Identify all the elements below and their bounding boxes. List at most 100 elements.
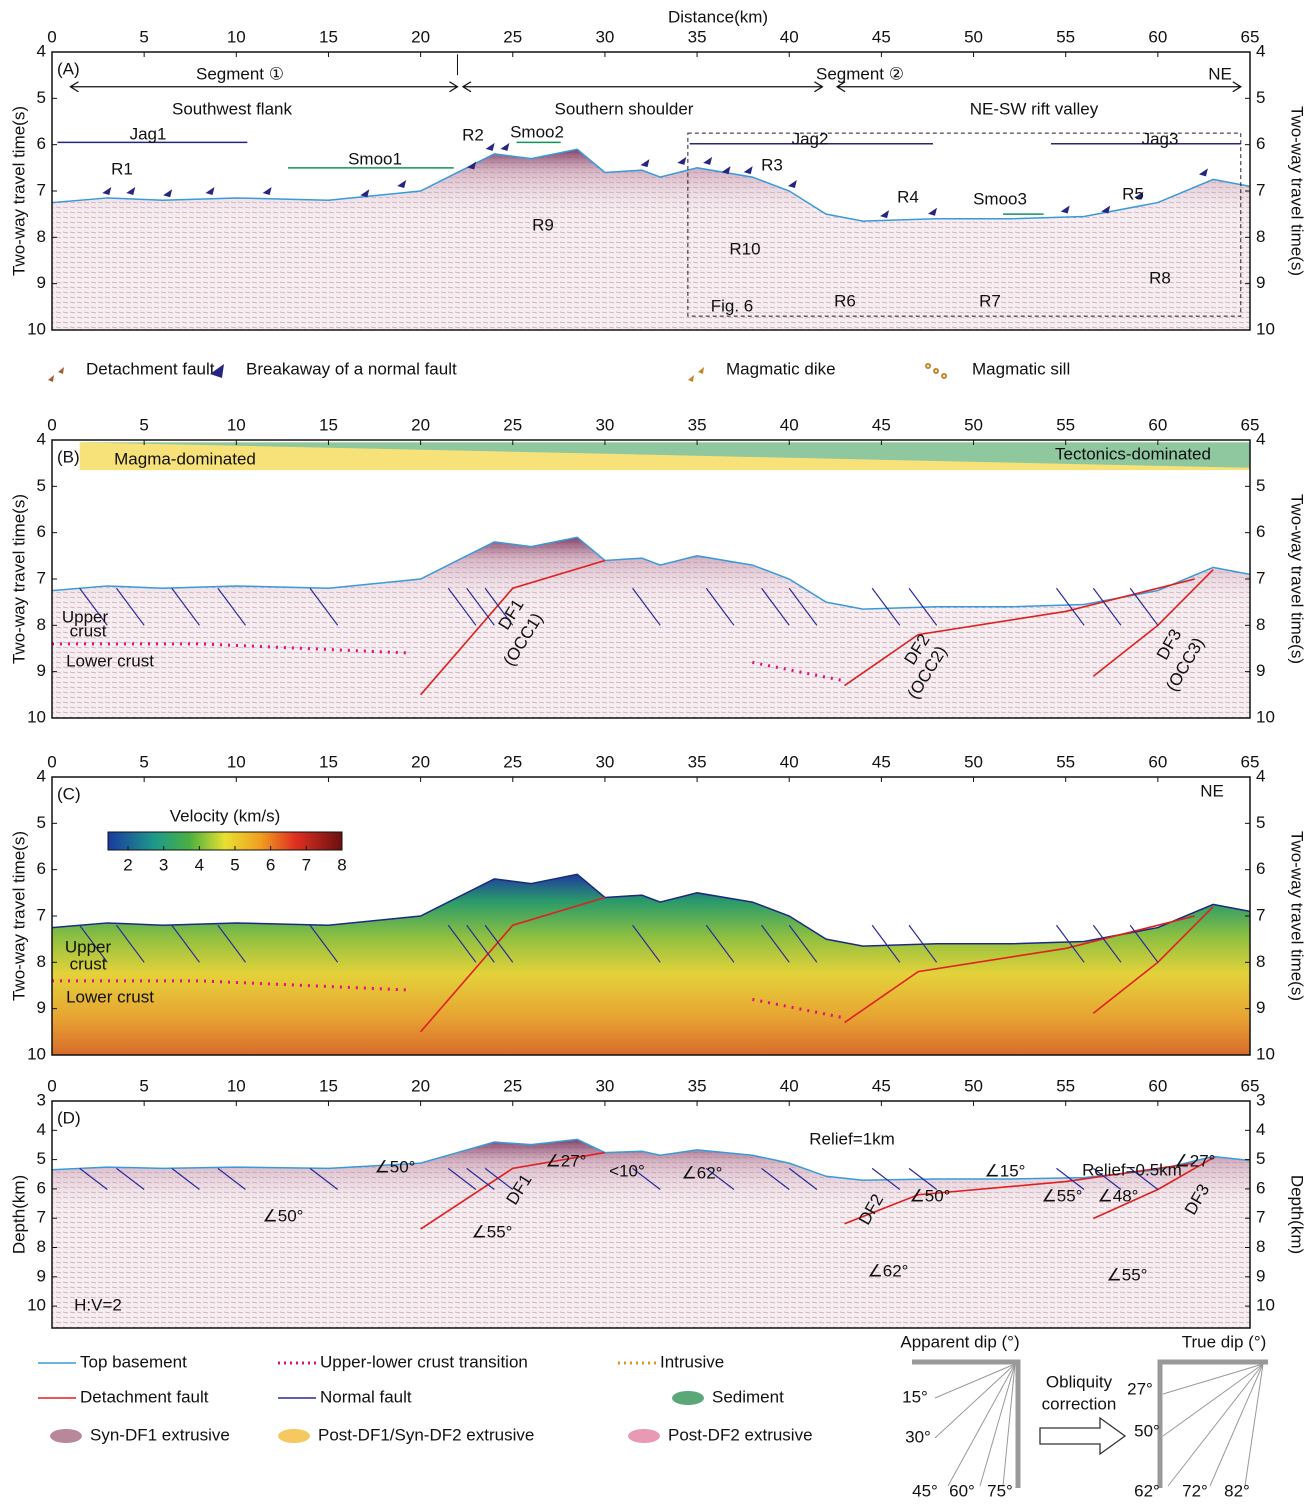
y-tick-label: 3 [37,1090,46,1109]
dip-ray [1163,1364,1263,1436]
y-axis-title: Two-way travel time(s) [9,831,28,1001]
annotation: Magma-dominated [114,449,256,468]
y2-tick-label: 7 [1256,568,1265,587]
annotation: Relief=1km [809,1129,895,1148]
annotation: ∠50° [375,1157,416,1176]
x-tick-label: 55 [1056,1076,1075,1095]
y2-tick-label: 10 [1256,319,1275,338]
x-tick-label: 40 [780,27,799,46]
annotation: Jag1 [130,124,167,143]
x-tick-label: 20 [411,27,430,46]
x-tick-label: 60 [1148,752,1167,771]
y2-tick-label: 4 [1256,1120,1265,1139]
y-axis-title: Two-way travel time(s) [9,106,28,276]
annotation: Southwest flank [172,99,293,118]
y2-tick-label: 9 [1256,1266,1265,1285]
dip-label: 82° [1224,1481,1250,1500]
x-tick-label: 40 [780,415,799,434]
dip-ray [980,1364,1015,1486]
dip-ray [1163,1364,1263,1394]
x-tick-label: 15 [319,27,338,46]
annotation: R6 [834,291,856,310]
x-tick-label: 50 [964,415,983,434]
colorbar [108,832,342,850]
y-tick-label: 8 [37,615,46,634]
y-tick-label: 9 [37,273,46,292]
y2-tick-label: 4 [1256,429,1265,448]
y2-tick-label: 10 [1256,1044,1275,1063]
x-tick-label: 0 [47,415,56,434]
y-tick-label: 8 [37,952,46,971]
annotation: ∠62° [682,1163,723,1182]
legend-symbol [628,1429,660,1443]
x-tick-label: 5 [139,27,148,46]
panel-label: (A) [57,59,80,78]
panel-label: (C) [57,784,81,803]
annotation: ∠62° [868,1261,909,1280]
x-tick-label: 15 [319,415,338,434]
annotation: Relief=0.5km [1082,1160,1182,1179]
dip-label: 50° [1134,1421,1160,1440]
dip-label: 75° [987,1481,1013,1500]
annotation: Tectonics-dominated [1055,444,1211,463]
y2-tick-label: 6 [1256,134,1265,153]
x-tick-label: 10 [227,27,246,46]
annotation: Smoo1 [348,149,402,168]
x-tick-label: 15 [319,1076,338,1095]
colorbar-tick-label: 2 [123,855,132,874]
y-tick-label: 9 [37,1266,46,1285]
x-tick-label: 60 [1148,415,1167,434]
y-tick-label: 7 [37,1208,46,1227]
legend-label: Syn-DF1 extrusive [90,1425,230,1444]
annotation: ∠27° [1175,1151,1216,1170]
annotation: NE [1200,781,1224,800]
legend-symbol [50,1429,82,1443]
x-tick-label: 30 [595,1076,614,1095]
colorbar-tick-label: 4 [195,855,204,874]
y-tick-label: 6 [37,1178,46,1197]
y-axis-title: Two-way travel time(s) [9,494,28,664]
legend-label: Post-DF2 extrusive [668,1425,813,1444]
y-tick-label: 7 [37,568,46,587]
y-axis-title: Depth(km) [9,1175,28,1254]
figure: Distance(km) (A)051015202530354045505560… [0,0,1312,1502]
legend-symbol [278,1429,310,1443]
annotation: Jag3 [1142,129,1179,148]
x-tick-label: 45 [872,27,891,46]
legend-label: Sediment [712,1387,784,1406]
x-tick-label: 25 [503,415,522,434]
dip-label: 62° [1134,1481,1160,1500]
y-tick-label: 10 [27,1044,46,1063]
y2-tick-label: 9 [1256,998,1265,1017]
y-tick-label: 10 [27,707,46,726]
y2-axis-title: Two-way travel time(s) [1288,494,1307,664]
dip-ray [1210,1364,1263,1486]
y2-tick-label: 8 [1256,1237,1265,1256]
y-tick-label: 5 [37,813,46,832]
y2-tick-label: 7 [1256,1208,1265,1227]
y2-tick-label: 6 [1256,859,1265,878]
y-tick-label: 9 [37,661,46,680]
dip-frame [912,1362,1018,1488]
x-tick-label: 10 [227,1076,246,1095]
y2-tick-label: 10 [1256,707,1275,726]
y-tick-label: 7 [37,180,46,199]
legend-label: Intrusive [660,1352,724,1371]
y2-tick-label: 5 [1256,1149,1265,1168]
y2-tick-label: 7 [1256,905,1265,924]
y2-tick-label: 8 [1256,227,1265,246]
x-tick-label: 20 [411,752,430,771]
annotation: ∠50° [910,1186,951,1205]
y2-tick-label: 6 [1256,522,1265,541]
annotation: R8 [1149,268,1171,287]
x-tick-label: 40 [780,752,799,771]
colorbar-tick-label: 6 [266,855,275,874]
x-tick-label: 45 [872,415,891,434]
x-tick-label: 10 [227,415,246,434]
y-tick-label: 4 [37,766,46,785]
y-tick-label: 4 [37,1120,46,1139]
y2-tick-label: 4 [1256,766,1265,785]
dip-frame [1160,1362,1268,1488]
dip-arrow-label: Obliquity [1046,1372,1113,1391]
annotation: ∠55° [472,1222,513,1241]
